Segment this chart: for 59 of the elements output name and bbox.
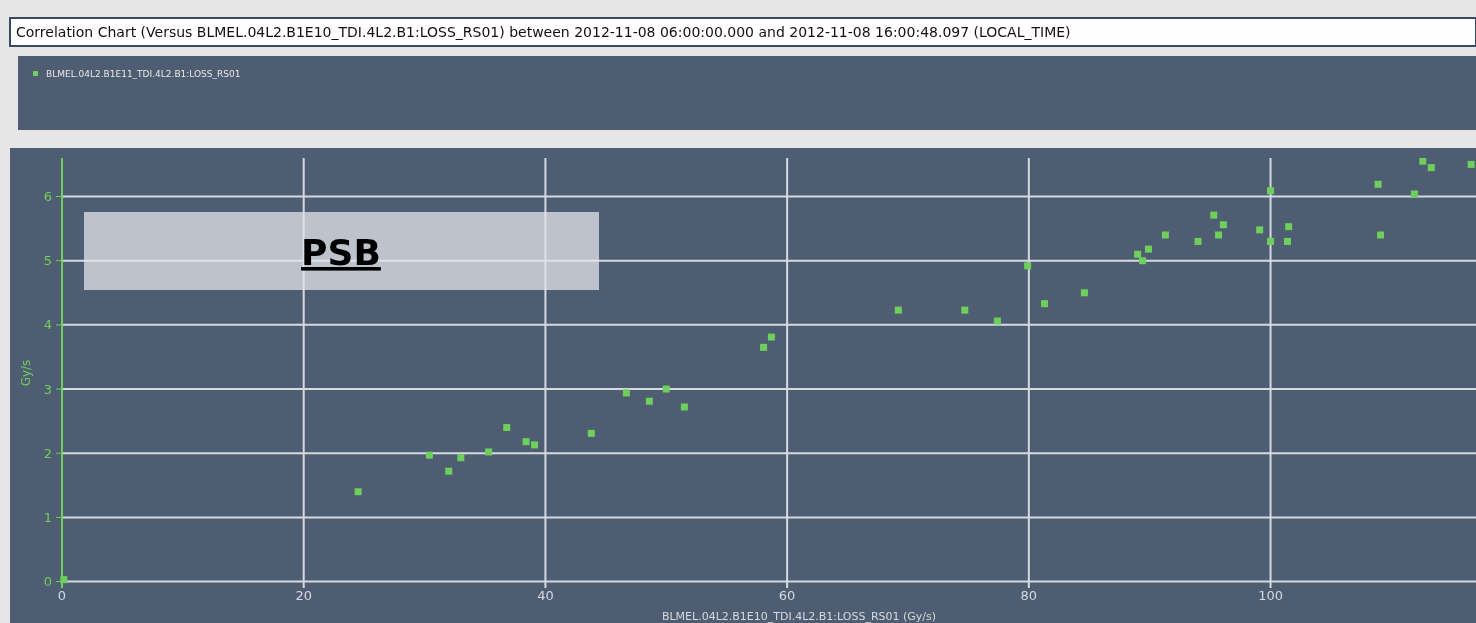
point xyxy=(1374,180,1382,188)
point xyxy=(1144,245,1152,253)
x-tick-label: 80 xyxy=(1020,588,1038,603)
point xyxy=(503,424,511,432)
point xyxy=(1377,231,1385,239)
x-tick-label: 0 xyxy=(57,588,67,603)
x-tick-label: 100 xyxy=(1258,588,1283,603)
point xyxy=(1267,187,1275,195)
point xyxy=(1285,223,1293,231)
point xyxy=(531,441,539,449)
y-tick-label: 6 xyxy=(43,189,52,205)
y-axis-title: Gy/s xyxy=(19,359,33,387)
point xyxy=(587,429,595,437)
point xyxy=(1283,237,1291,245)
x-tick-label: 20 xyxy=(295,588,312,603)
annotation: PSB xyxy=(301,232,381,273)
y-tick-label: 3 xyxy=(43,381,52,397)
point xyxy=(1134,250,1142,258)
point xyxy=(1267,237,1275,245)
point xyxy=(645,397,653,405)
y-tick-label: 0 xyxy=(43,574,52,590)
point xyxy=(961,306,969,314)
point xyxy=(1194,237,1202,245)
point xyxy=(767,333,775,341)
chart-title: Correlation Chart (Versus BLMEL.04L2.B1E10_TDI.4L2.B1:LOSS_RS01) between 2012-11-08 06:00:00.000 and 2012-11-08 16:00:48.097 (LOCAL_TIME) xyxy=(16,24,1071,40)
point xyxy=(457,454,465,462)
point xyxy=(445,467,453,475)
point xyxy=(662,385,670,393)
x-tick-label: 40 xyxy=(537,588,554,603)
point xyxy=(485,448,493,456)
point xyxy=(1080,289,1088,297)
point xyxy=(1410,190,1418,198)
point xyxy=(680,403,688,411)
y-tick-label: 1 xyxy=(43,509,52,525)
legend-label: BLMEL.04L2.B1E11_TDI.4L2.B1:LOSS_RS01 xyxy=(46,69,241,79)
point xyxy=(993,317,1001,325)
point xyxy=(1024,262,1032,270)
y-tick-label: 5 xyxy=(43,253,52,269)
point xyxy=(1427,164,1435,172)
point xyxy=(1419,158,1427,165)
point xyxy=(522,438,530,446)
point xyxy=(1161,231,1169,239)
point xyxy=(760,343,768,351)
point xyxy=(1138,257,1146,265)
point xyxy=(622,389,630,397)
point xyxy=(1215,231,1223,239)
point xyxy=(354,488,362,496)
point xyxy=(425,451,433,459)
x-axis-title: BLMEL.04L2.B1E10_TDI.4L2.B1:LOSS_RS01 (Gy/s) xyxy=(661,610,937,623)
y-tick-label: 4 xyxy=(43,317,52,333)
y-tick-label: 2 xyxy=(43,445,52,461)
point xyxy=(894,306,902,314)
point xyxy=(1467,160,1475,168)
point xyxy=(1256,226,1264,234)
point xyxy=(1219,221,1227,229)
point xyxy=(60,576,68,584)
x-tick-label: 60 xyxy=(778,588,796,603)
point xyxy=(1210,211,1218,219)
point xyxy=(1041,300,1049,308)
